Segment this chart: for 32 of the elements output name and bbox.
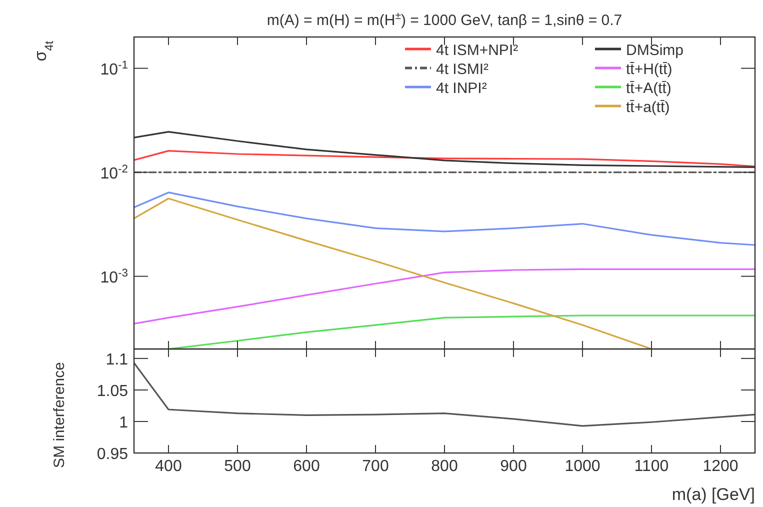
y-tick-label: 10$^{-1}$ [100,59,128,78]
x-tick-label: 500 [224,458,251,475]
y-tick-label: 1.1 [106,351,128,368]
y-tick-label: 1.05 [96,382,128,400]
x-axis-title: m(a) [GeV] [672,485,755,504]
legend-label: tt̄+H(tt̄) [626,61,672,78]
line-series [134,198,652,349]
y-tick-label: 10$^{-3}$ [100,267,128,286]
legend-label: 4t INPI² [436,80,487,97]
x-tick-label: 1000 [564,458,600,475]
y-tick-label: 1 [119,414,128,432]
line-series [134,150,755,168]
legend-label: 4t ISMI² [436,61,489,78]
x-tick-label: 900 [500,458,527,475]
line-series [134,192,755,246]
x-tick-label: 400 [155,458,182,475]
line-series [134,268,755,325]
chart-title: m(A) = m(H) = m(H$^{±}$) = 1000 GeV, tanβ = 1,sinθ = 0.7 [266,10,622,29]
legend-label: tt̄+a(tt̄) [626,99,670,116]
x-tick-label: 700 [362,458,389,475]
y-axis-title: SM interference [51,362,68,468]
line-series [168,314,755,349]
y-tick-label: 10$^{-2}$ [100,163,128,182]
x-tick-label: 1200 [702,458,738,475]
x-tick-label: 800 [431,458,458,475]
y-tick-label: 0.95 [96,446,128,463]
line-series [134,362,755,427]
legend-label: tt̄+A(tt̄) [626,80,672,97]
x-tick-label: 600 [293,458,320,475]
legend-label: DMSimp [626,42,684,59]
legend-label: 4t ISM+NPI² [436,42,518,59]
x-tick-label: 1100 [634,458,669,475]
